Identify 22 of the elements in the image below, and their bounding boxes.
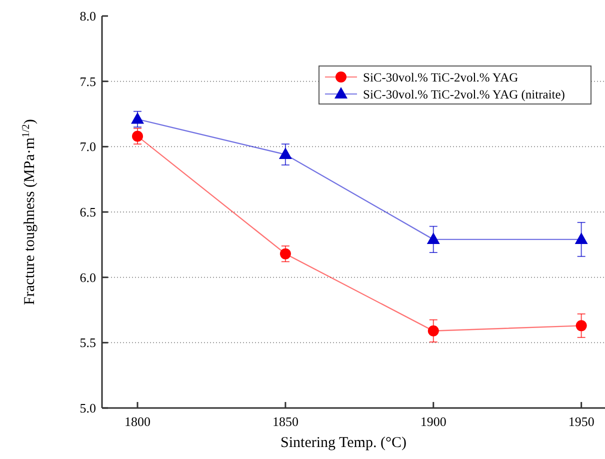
y-tick-label: 6.0 xyxy=(80,270,96,285)
y-tick-label: 5.0 xyxy=(80,400,96,416)
point xyxy=(574,232,588,244)
point xyxy=(426,232,440,244)
y-tick-label: 5.5 xyxy=(80,335,96,350)
x-tick-label: 1850 xyxy=(272,414,298,429)
y-tick-label: 7.5 xyxy=(80,74,96,89)
legend-label: SiC-30vol.% TiC-2vol.% YAG xyxy=(363,70,518,84)
point xyxy=(132,130,144,142)
x-axis-title: Sintering Temp. (°C) xyxy=(280,435,406,451)
point xyxy=(131,112,144,124)
x-tick-label: 1800 xyxy=(124,414,151,429)
x-tick-label: 1900 xyxy=(420,414,446,429)
y-tick-label: 7.0 xyxy=(80,139,96,154)
legend-label: SiC-30vol.% TiC-2vol.% YAG (nitraite) xyxy=(363,88,565,102)
point xyxy=(576,320,587,332)
x-tick-label: 1950 xyxy=(568,414,594,429)
point xyxy=(278,148,292,160)
y-tick-label: 8.0 xyxy=(80,8,96,24)
point xyxy=(280,248,291,260)
point xyxy=(428,325,439,336)
y-tick-label: 6.5 xyxy=(80,204,96,220)
